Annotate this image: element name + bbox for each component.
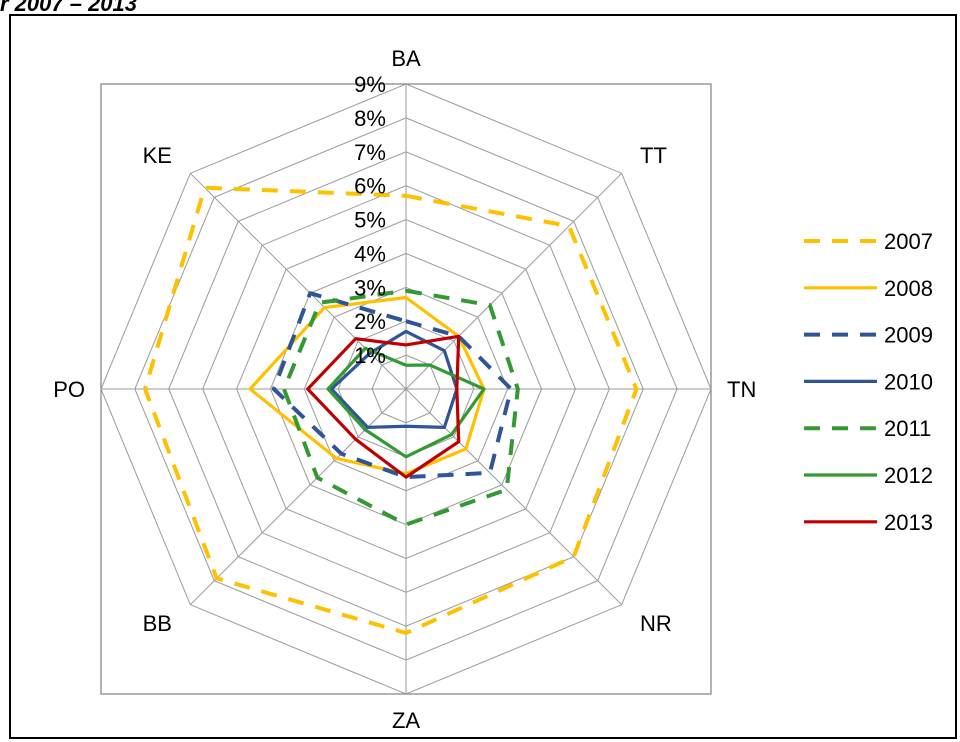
axis-spoke: [405, 388, 623, 606]
axis-spoke: [189, 388, 407, 606]
tick-label: 2%: [354, 309, 386, 334]
category-label: PO: [53, 377, 85, 402]
tick-label: 5%: [354, 208, 386, 233]
legend-label: 2007: [884, 229, 933, 254]
chart-header-text: r 2007 – 2013: [0, 0, 138, 16]
legend-label: 2008: [884, 276, 933, 301]
tick-label: 4%: [354, 241, 386, 266]
category-label: TN: [727, 377, 756, 402]
series-line-2010: [329, 329, 459, 429]
series-line-2013: [306, 334, 461, 479]
tick-label: 8%: [354, 106, 386, 131]
tick-label: 3%: [354, 275, 386, 300]
series-line-2008: [248, 295, 486, 476]
series-line-2012: [326, 346, 486, 459]
series-line-2007: [143, 185, 639, 635]
legend-label: 2013: [884, 510, 933, 535]
tick-label: 1%: [354, 343, 386, 368]
tick-label: 6%: [354, 174, 386, 199]
tick-label: 9%: [354, 72, 386, 97]
series-line-2011: [282, 288, 520, 527]
category-label: ZA: [392, 708, 420, 733]
legend-label: 2012: [884, 463, 933, 488]
legend-label: 2009: [884, 323, 933, 348]
chart-frame: [9, 14, 957, 739]
category-label: NR: [640, 611, 672, 636]
legend-label: 2010: [884, 369, 933, 394]
category-label: KE: [143, 143, 172, 168]
legend-label: 2011: [884, 416, 931, 441]
tick-label: 7%: [354, 140, 386, 165]
category-label: BB: [143, 611, 172, 636]
category-label: BA: [391, 46, 421, 71]
axis-spoke: [405, 172, 623, 390]
category-label: TT: [640, 143, 667, 168]
